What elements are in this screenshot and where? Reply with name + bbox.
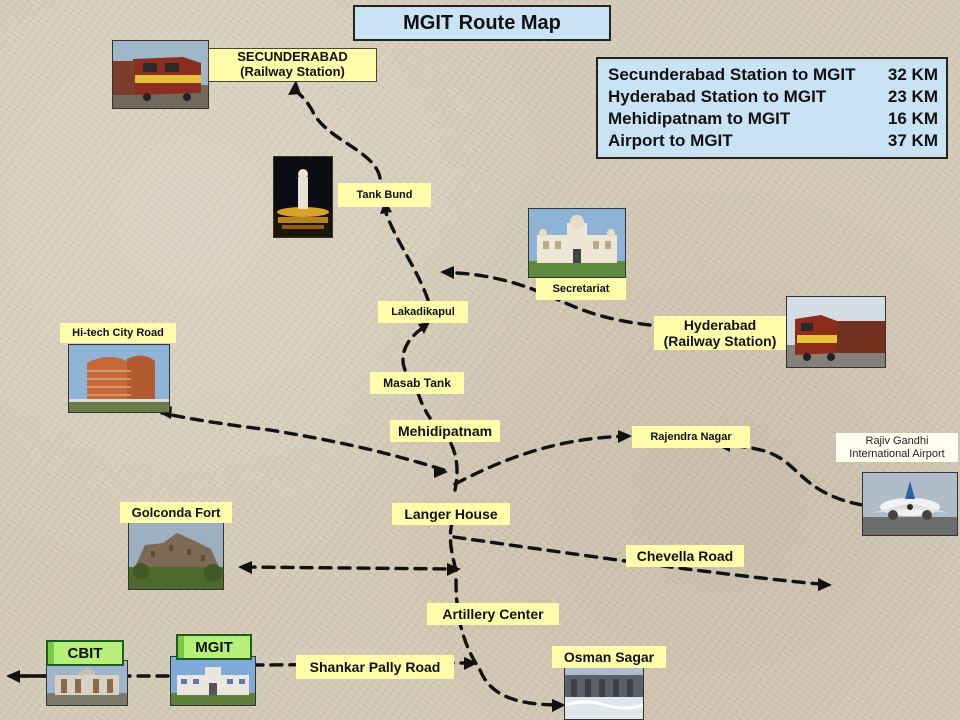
route-to-osmansagar: [478, 668, 562, 707]
arrow-head-lakadikapul: [440, 266, 454, 279]
tank-bund-buddha-photo: [273, 156, 333, 238]
arrow-head-rajendranagar: [618, 430, 632, 443]
hitech-city-photo: [68, 344, 170, 413]
label-osman-sagar: Osman Sagar: [552, 646, 666, 668]
route-langer-to-rajendranagar: [453, 434, 630, 486]
distance-km: 16 KM: [887, 109, 938, 128]
distance-info-box: Secunderabad Station to MGIT 32 KM Hyder…: [596, 57, 948, 159]
label-chevella-road: Chevella Road: [626, 545, 744, 567]
mgit-campus-photo: [170, 656, 256, 706]
distance-row: Mehidipatnam to MGIT 16 KM: [608, 108, 938, 130]
label-hitech-city: Hi-tech City Road: [60, 323, 176, 343]
badge-cbit: CBIT: [46, 640, 124, 666]
cbit-campus-photo: [46, 660, 128, 706]
arrow-head-shankarpally: [464, 657, 478, 670]
label-golconda-fort: Golconda Fort: [120, 502, 232, 523]
distance-route: Mehidipatnam to MGIT: [608, 109, 791, 128]
secretariat-photo: [528, 208, 626, 278]
hyderabad-train-photo: [786, 296, 886, 368]
arrow-head-chevella: [818, 578, 832, 591]
secunderabad-train-photo: [112, 40, 209, 109]
route-masabtank-down: [416, 391, 432, 420]
label-hyderabad-line1: Hyderabad: [683, 317, 757, 333]
label-langer-house: Langer House: [392, 503, 510, 525]
route-lakadikapul-to-tankbund: [383, 208, 430, 302]
label-tank-bund: Tank Bund: [338, 183, 431, 207]
label-secunderabad-line2: (Railway Station): [240, 63, 345, 79]
label-masab-tank: Masab Tank: [370, 372, 464, 394]
label-hyderabad-line2: (Railway Station): [663, 333, 777, 350]
label-shankar-pally-road: Shankar Pally Road: [296, 655, 454, 679]
map-title: MGIT Route Map: [353, 5, 611, 41]
label-rajendra-nagar: Rajendra Nagar: [632, 426, 750, 448]
label-hyderabad-station: Hyderabad (Railway Station): [654, 316, 786, 351]
label-airport-line2: International Airport: [849, 447, 945, 460]
osman-sagar-dam-photo: [564, 664, 644, 720]
arrow-head-mehidipatnam: [434, 465, 448, 478]
label-secunderabad-line1: SECUNDERABAD: [237, 49, 348, 64]
distance-route: Airport to MGIT: [608, 131, 733, 150]
route-masabtank-to-lakadikapul: [401, 324, 428, 372]
distance-row: Secunderabad Station to MGIT 32 KM: [608, 64, 938, 86]
route-golconda: [242, 565, 457, 571]
arrow-head-cbit: [6, 670, 20, 683]
route-langer-south: [448, 520, 460, 580]
badge-mgit: MGIT: [176, 634, 252, 660]
arrow-head-secunderabad: [288, 80, 301, 95]
distance-km: 37 KM: [887, 131, 938, 150]
arrow-head-masabtank: [418, 322, 430, 334]
arrow-head-golconda-right: [447, 563, 461, 576]
arrow-head-golconda-left: [238, 561, 252, 574]
label-airport-line1: Rajiv Gandhi: [865, 435, 929, 447]
distance-km: 23 KM: [887, 87, 938, 106]
label-lakadikapul: Lakadikapul: [378, 301, 468, 323]
label-mehidipatnam: Mehidipatnam: [390, 420, 500, 442]
distance-route: Hyderabad Station to MGIT: [608, 87, 827, 106]
label-secunderabad: SECUNDERABAD (Railway Station): [208, 48, 377, 82]
golconda-fort-photo: [128, 522, 224, 590]
label-artillery-center: Artillery Center: [427, 603, 559, 625]
distance-km: 32 KM: [887, 65, 938, 84]
distance-row: Hyderabad Station to MGIT 23 KM: [608, 86, 938, 108]
distance-route: Secunderabad Station to MGIT: [608, 65, 856, 84]
route-artillery-south: [454, 578, 482, 672]
label-secretariat: Secretariat: [536, 278, 626, 300]
airport-airplane-photo: [862, 472, 958, 536]
distance-row: Airport to MGIT 37 KM: [608, 130, 938, 152]
label-airport: Rajiv Gandhi International Airport: [836, 433, 958, 463]
